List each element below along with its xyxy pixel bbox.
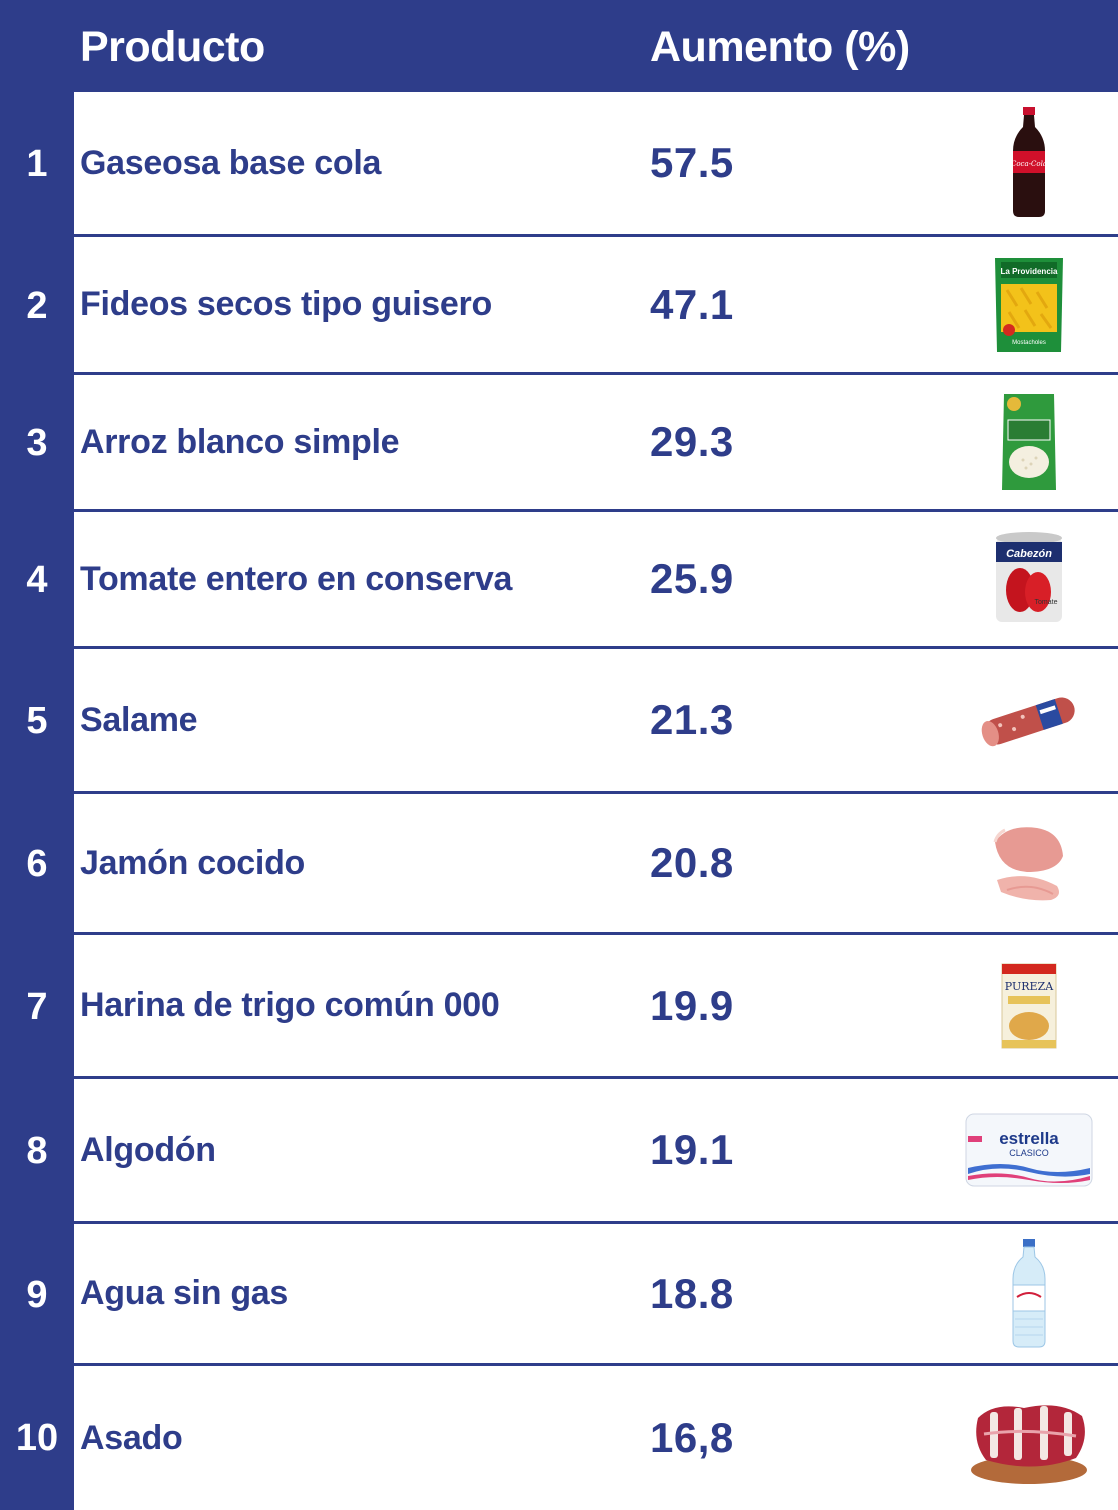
product-name: Tomate entero en conserva xyxy=(80,559,513,598)
table-row: 4 Tomate entero en conserva 25.9 Cabezón… xyxy=(0,512,1118,649)
row-cell: Salame 21.3 xyxy=(74,649,1118,794)
row-cell: Asado 16,8 xyxy=(74,1366,1118,1510)
cotton-package-icon: estrella CLASICO xyxy=(954,1095,1104,1205)
table-row: 9 Agua sin gas 18.8 xyxy=(0,1224,1118,1366)
table-header: Producto Aumento (%) xyxy=(74,0,1118,92)
row-cell: Gaseosa base cola 57.5 Coca-Cola xyxy=(74,92,1118,237)
tomato-can-icon: Cabezón Tomate xyxy=(954,524,1104,634)
pasta-package-icon: La Providencia Mostacholes xyxy=(954,250,1104,360)
row-rank: 9 xyxy=(26,1273,48,1316)
row-cell: Agua sin gas 18.8 xyxy=(74,1224,1118,1366)
salami-icon xyxy=(954,665,1104,775)
table-row: 10 Asado 16,8 xyxy=(0,1366,1118,1510)
product-name: Gaseosa base cola xyxy=(80,143,382,182)
row-cell: Algodón 19.1 estrella CLASICO xyxy=(74,1079,1118,1224)
row-cell: Jamón cocido 20.8 xyxy=(74,794,1118,935)
cotton-variety-label: CLASICO xyxy=(1009,1148,1049,1158)
header-increase: Aumento (%) xyxy=(650,23,910,71)
table-row: 5 Salame 21.3 xyxy=(0,649,1118,794)
product-name: Asado xyxy=(80,1418,183,1457)
increase-value: 47.1 xyxy=(650,280,734,328)
cola-label: Coca-Cola xyxy=(1011,160,1047,168)
row-rank: 1 xyxy=(26,143,48,185)
increase-value: 20.8 xyxy=(650,839,734,886)
increase-value: 18.8 xyxy=(650,1269,734,1317)
flour-brand-label: PUREZA xyxy=(1005,980,1054,993)
product-name: Jamón cocido xyxy=(80,843,306,882)
row-cell: Tomate entero en conserva 25.9 Cabezón T… xyxy=(74,512,1118,649)
product-name: Algodón xyxy=(80,1130,216,1169)
pasta-brand-label: La Providencia xyxy=(1001,267,1058,276)
rice-package-icon xyxy=(954,387,1104,497)
beef-ribs-icon xyxy=(954,1383,1104,1493)
rank-column xyxy=(0,0,74,1510)
product-name: Arroz blanco simple xyxy=(80,422,400,461)
cola-bottle-icon: Coca-Cola xyxy=(954,107,1104,218)
table-row: 6 Jamón cocido 20.8 xyxy=(0,794,1118,935)
increase-value: 19.9 xyxy=(650,981,734,1029)
increase-value: 25.9 xyxy=(650,555,734,602)
row-cell: Harina de trigo común 000 19.9 PUREZA xyxy=(74,935,1118,1079)
row-rank: 8 xyxy=(26,1130,48,1172)
ham-icon xyxy=(954,808,1104,918)
cotton-brand-label: estrella xyxy=(999,1129,1059,1148)
row-rank: 5 xyxy=(26,700,48,742)
row-rank: 3 xyxy=(26,422,48,464)
product-name: Salame xyxy=(80,700,198,739)
row-rank: 2 xyxy=(26,284,48,327)
flour-package-icon: PUREZA xyxy=(954,951,1104,1061)
product-name: Fideos secos tipo guisero xyxy=(80,285,492,323)
header-product: Producto xyxy=(80,23,265,71)
table-row: 1 Gaseosa base cola 57.5 Coca-Cola xyxy=(0,92,1118,237)
row-cell: Arroz blanco simple 29.3 xyxy=(74,375,1118,512)
product-name: Harina de trigo común 000 xyxy=(80,986,500,1024)
table-row: 2 Fideos secos tipo guisero 47.1 La Prov… xyxy=(0,237,1118,375)
table-row: 3 Arroz blanco simple 29.3 xyxy=(0,375,1118,512)
water-bottle-icon xyxy=(954,1238,1104,1349)
product-name: Agua sin gas xyxy=(80,1274,289,1312)
tomato-brand-label: Cabezón xyxy=(1006,548,1052,560)
table-row: 8 Algodón 19.1 estrella CLASICO xyxy=(0,1079,1118,1224)
row-cell: Fideos secos tipo guisero 47.1 La Provid… xyxy=(74,237,1118,375)
pasta-variety-label: Mostacholes xyxy=(1012,340,1046,346)
increase-value: 16,8 xyxy=(650,1414,734,1461)
increase-value: 29.3 xyxy=(650,418,734,465)
table-row: 7 Harina de trigo común 000 19.9 PUREZA xyxy=(0,935,1118,1079)
row-rank: 10 xyxy=(15,1416,59,1459)
increase-value: 57.5 xyxy=(650,139,734,186)
row-rank: 7 xyxy=(26,985,48,1028)
increase-value: 21.3 xyxy=(650,696,734,743)
increase-value: 19.1 xyxy=(650,1126,734,1173)
row-rank: 6 xyxy=(26,843,48,885)
row-rank: 4 xyxy=(26,559,48,601)
tomato-label: Tomate xyxy=(1035,599,1058,606)
